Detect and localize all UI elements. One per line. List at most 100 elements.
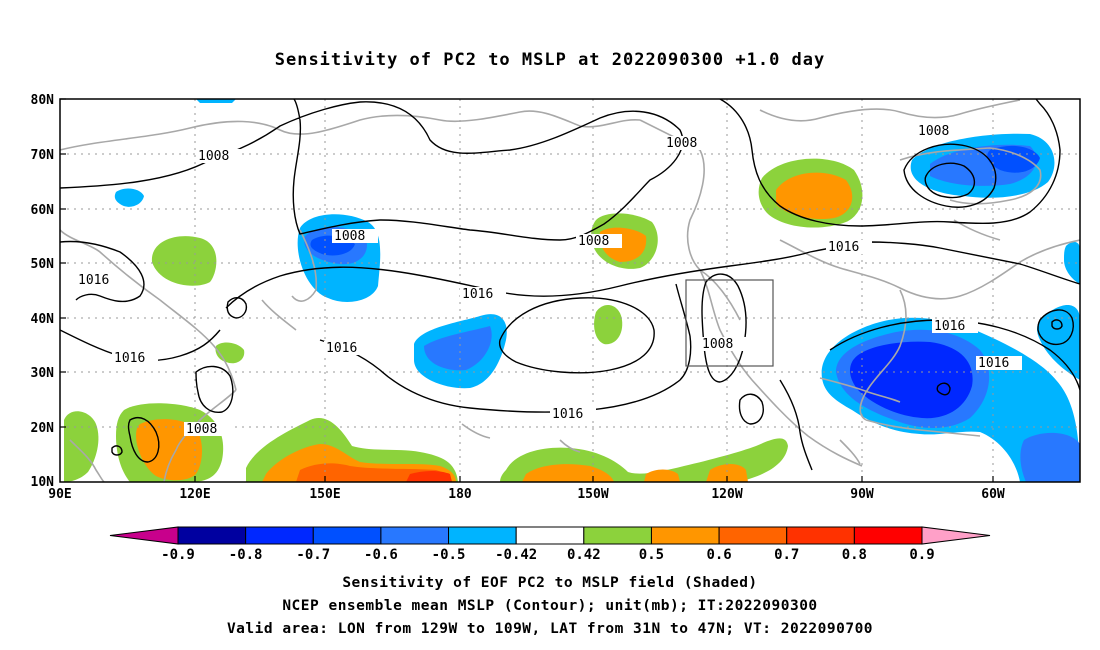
shade-pos-green-3: [594, 305, 623, 345]
lat-label: 50N: [31, 257, 55, 272]
shade-neg-greenland-dark: [987, 145, 1040, 173]
colorbar-box: [448, 526, 517, 545]
axis-ticks: [60, 98, 994, 482]
shade-pos-tropics-red: [406, 471, 452, 482]
contour-label: 1008: [334, 229, 365, 244]
contour-1016-mid: [60, 240, 145, 303]
colorbar-box: [853, 526, 923, 545]
caption-line-2: NCEP ensemble mean MSLP (Contour); unit(…: [282, 598, 818, 614]
colorbar-label: 0.9: [909, 547, 934, 563]
shade-pos-orange-4: [776, 172, 853, 220]
contour-label: 1008: [702, 337, 733, 352]
lat-label: 80N: [31, 93, 55, 108]
lon-labels: 90E 120E 150E 180 150W 120W 90W 60W: [48, 487, 1005, 502]
colorbar-label: -0.5: [432, 547, 466, 563]
lon-label: 120E: [179, 487, 210, 502]
colorbar-box: [650, 526, 720, 545]
lat-label: 10N: [31, 475, 55, 490]
contour-label: 1016: [78, 273, 109, 288]
contour-labels: 1008 1008 1008 1008 1008 1008 1016 1016 …: [76, 124, 1022, 437]
contour-small-1: [226, 297, 248, 319]
lat-label: 60N: [31, 203, 55, 218]
contour-1008-ne: [719, 99, 1061, 227]
contour-1008-asia: [127, 416, 160, 463]
contour-1016-atlantic: [829, 319, 1080, 391]
colorbar-box: [312, 526, 382, 545]
lat-labels: 80N 70N 60N 50N 40N 30N 20N 10N: [31, 93, 55, 490]
shade-neg-small-2: [196, 99, 236, 103]
shade-neg-central-core: [424, 326, 492, 371]
contour-label: 1016: [978, 356, 1009, 371]
contour-1008-eastcoast: [779, 379, 813, 471]
contour-1008-baja: [738, 393, 764, 425]
colorbar-box: [177, 526, 247, 545]
contour-label: 1016: [326, 341, 357, 356]
colorbar-label: 0.8: [842, 547, 867, 563]
contour-label: 1016: [462, 287, 493, 302]
shade-pos-ep-orange2: [706, 464, 748, 482]
lat-label: 40N: [31, 312, 55, 327]
shade-neg-atlantic-ne: [1064, 241, 1080, 284]
shade-neg-atlantic-east: [1037, 305, 1080, 380]
shade-neg-atlantic-east2: [1020, 432, 1080, 482]
colorbar-label: -0.7: [296, 547, 330, 563]
colorbar-box: [515, 526, 585, 545]
lat-label: 70N: [31, 148, 55, 163]
colorbar-box: [718, 526, 788, 545]
colorbar-arrow-low: [109, 526, 179, 545]
colorbar-box: [245, 526, 314, 545]
contour-1008-loop-west: [195, 365, 234, 413]
caption-line-1: Sensitivity of EOF PC2 to MSLP field (Sh…: [342, 575, 758, 591]
valid-area-box: [685, 279, 774, 367]
lon-label: 120W: [711, 487, 742, 502]
contour-label: 1016: [552, 407, 583, 422]
shade-neg-small-1: [114, 188, 144, 207]
shade-pos-ep-orange: [522, 464, 614, 482]
colorbar-label: -0.9: [161, 547, 195, 563]
caption-line-3: Valid area: LON from 129W to 109W, LAT f…: [226, 621, 874, 637]
colorbar-label: 0.42: [567, 547, 601, 563]
contour-label: 1016: [934, 319, 965, 334]
contour-1008-labrador: [903, 143, 997, 208]
contour-1008-labrador-inner: [924, 162, 975, 199]
colorbar-label: 0.6: [706, 547, 731, 563]
colorbar-label: 0.5: [639, 547, 664, 563]
coastlines: [60, 99, 1080, 482]
colorbar-label: -0.42: [495, 547, 537, 563]
lat-label: 20N: [31, 421, 55, 436]
map-frame: [59, 98, 1081, 483]
colorbar-label: -0.8: [229, 547, 263, 563]
shade-neg-atlantic-dark: [850, 341, 973, 419]
colorbar: -0.9 -0.8 -0.7 -0.6 -0.5 -0.42 0.42 0.5 0.6 0.7 0.…: [109, 526, 991, 563]
contour-label: 1008: [578, 234, 609, 249]
lon-label: 90E: [48, 487, 71, 502]
colorbar-box: [583, 526, 652, 545]
lon-label: 90W: [850, 487, 874, 502]
contour-1016-atlantic-loop: [1037, 309, 1074, 346]
contour-1016-loop: [498, 297, 655, 374]
contour-1008-north: [60, 99, 684, 241]
contour-1016-central: [225, 241, 1080, 309]
colorbar-label: 0.7: [774, 547, 799, 563]
shade-pos-ep-orange3: [644, 469, 680, 482]
colorbar-arrow-high: [921, 526, 991, 545]
contour-label: 1016: [114, 351, 145, 366]
map-title: Sensitivity of PC2 to MSLP at 2022090300…: [274, 50, 826, 70]
shade-pos-asia-green: [64, 411, 99, 482]
colorbar-box: [786, 526, 855, 545]
contour-1016-eastpac: [319, 283, 692, 413]
colorbar-box: [380, 526, 450, 545]
lat-label: 30N: [31, 366, 55, 381]
contour-small-3: [1051, 319, 1063, 330]
shade-pos-green-1: [151, 236, 217, 286]
colorbar-label: -0.6: [364, 547, 398, 563]
lon-label: 60W: [981, 487, 1005, 502]
contour-small-2: [936, 382, 951, 396]
contour-label: 1008: [666, 136, 697, 151]
contour-label: 1008: [198, 149, 229, 164]
contour-1008-rockies: [701, 273, 747, 383]
lon-label: 150E: [309, 487, 340, 502]
contour-label: 1016: [828, 240, 859, 255]
lon-label: 150W: [577, 487, 608, 502]
